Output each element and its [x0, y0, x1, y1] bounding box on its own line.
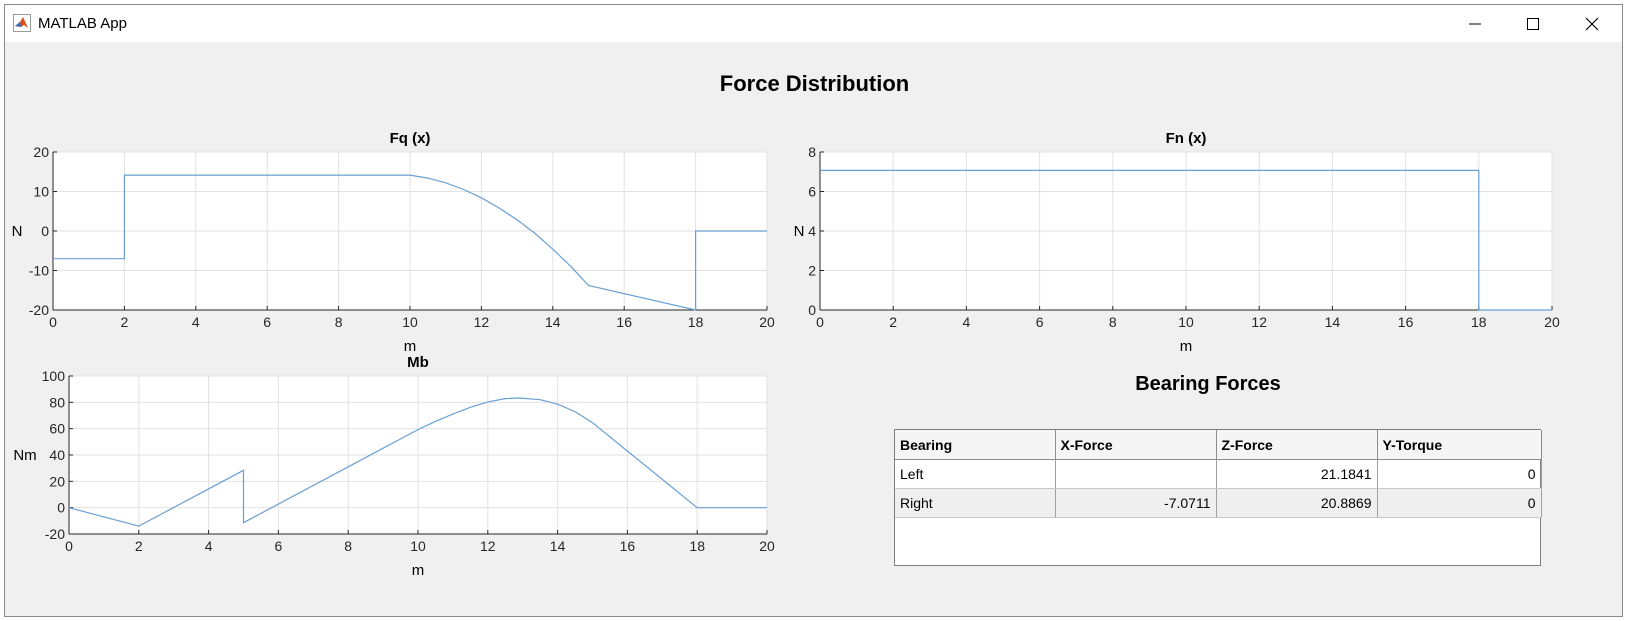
y-tick-label: 8 — [808, 144, 816, 160]
x-axis-label: m — [404, 338, 417, 355]
fq-chart: 0 2 4 6 8 10 12 14 16 18 20 -20 -10 0 10 20 Fq (x) m N — [12, 130, 775, 355]
minimize-button[interactable] — [1450, 5, 1500, 42]
series-line — [53, 174, 767, 311]
y-tick-label: 2 — [808, 263, 816, 279]
series-line — [820, 169, 1552, 311]
x-tick-label: 4 — [963, 314, 971, 330]
close-button[interactable] — [1567, 5, 1617, 42]
app-window: MATLAB App Force Distribution 0 2 4 6 8 10 12 1… — [4, 4, 1623, 617]
y-tick-label: 4 — [808, 223, 816, 239]
x-tick-label: 4 — [192, 314, 200, 330]
maximize-icon — [1527, 17, 1539, 30]
title-bar[interactable]: MATLAB App — [5, 5, 1622, 42]
x-tick-label: 14 — [1325, 314, 1341, 330]
table-cell[interactable]: Left — [895, 459, 1056, 489]
table-cell[interactable]: 0 — [1377, 488, 1542, 518]
x-tick-label: 12 — [474, 314, 490, 330]
table-cell[interactable]: 0 — [1377, 459, 1542, 489]
x-tick-label: 14 — [545, 314, 561, 330]
series-line — [68, 397, 767, 527]
y-axis-label: N — [12, 223, 23, 240]
x-tick-label: 20 — [1544, 314, 1560, 330]
bearing-forces-table[interactable]: Bearing X-Force Z-Force Y-Torque Left 21… — [894, 429, 1542, 566]
y-tick-label: 20 — [49, 473, 65, 489]
y-axis-label: Nm — [13, 447, 36, 464]
table-row[interactable]: Right -7.0711 20.8869 0 — [895, 488, 1542, 518]
x-tick-label: 0 — [65, 538, 73, 554]
y-tick-label: 10 — [33, 184, 49, 200]
x-tick-label: 8 — [335, 314, 343, 330]
y-tick-label: 20 — [33, 144, 49, 160]
x-tick-label: 12 — [1251, 314, 1267, 330]
bearing-forces-title: Bearing Forces — [1135, 373, 1281, 395]
y-tick-label: -10 — [29, 263, 49, 279]
close-icon — [1585, 17, 1599, 30]
y-tick-label: 100 — [42, 368, 66, 384]
y-tick-label: 80 — [49, 394, 65, 410]
x-axis-label: m — [412, 562, 425, 579]
x-tick-label: 18 — [689, 538, 705, 554]
y-tick-label: 0 — [57, 500, 65, 516]
x-tick-label: 8 — [1109, 314, 1117, 330]
x-axis-label: m — [1180, 338, 1193, 355]
table-cell[interactable]: 21.1841 — [1216, 459, 1378, 489]
x-tick-label: 8 — [344, 538, 352, 554]
x-tick-label: 6 — [263, 314, 271, 330]
x-tick-label: 10 — [402, 314, 418, 330]
column-header-y-torque[interactable]: Y-Torque — [1377, 430, 1542, 460]
table-cell[interactable]: Right — [895, 488, 1056, 518]
x-tick-label: 16 — [620, 538, 636, 554]
column-header-bearing[interactable]: Bearing — [895, 430, 1056, 460]
x-tick-label: 10 — [1178, 314, 1194, 330]
table-cell[interactable] — [1055, 459, 1217, 489]
y-axis-label: N — [794, 223, 805, 240]
matlab-logo-icon — [13, 14, 31, 32]
x-tick-label: 10 — [410, 538, 426, 554]
x-tick-label: 2 — [889, 314, 897, 330]
x-tick-label: 14 — [550, 538, 566, 554]
x-tick-label: 0 — [816, 314, 824, 330]
x-tick-label: 18 — [688, 314, 704, 330]
x-tick-label: 4 — [205, 538, 213, 554]
x-tick-label: 18 — [1471, 314, 1487, 330]
y-tick-label: -20 — [45, 526, 65, 542]
x-tick-label: 16 — [1398, 314, 1414, 330]
table-cell[interactable]: 20.8869 — [1216, 488, 1378, 518]
chart-title: Mb — [407, 354, 429, 371]
x-tick-label: 12 — [480, 538, 496, 554]
x-tick-label: 2 — [121, 314, 129, 330]
minimize-icon — [1469, 23, 1481, 24]
x-tick-label: 6 — [1036, 314, 1044, 330]
page-title: Force Distribution — [719, 71, 910, 96]
y-tick-label: 0 — [808, 302, 816, 318]
x-tick-label: 6 — [275, 538, 283, 554]
maximize-button[interactable] — [1508, 5, 1558, 42]
table-cell[interactable]: -7.0711 — [1055, 488, 1217, 518]
chart-title: Fq (x) — [390, 130, 431, 147]
y-tick-label: -20 — [29, 302, 49, 318]
y-tick-label: 6 — [808, 184, 816, 200]
x-tick-label: 0 — [49, 314, 57, 330]
x-tick-label: 2 — [135, 538, 143, 554]
x-tick-label: 16 — [616, 314, 632, 330]
fn-chart: 0 2 4 6 8 10 12 14 16 18 20 0 2 4 6 8 Fn (x) m N — [794, 130, 1560, 355]
y-tick-label: 60 — [49, 421, 65, 437]
y-tick-label: 40 — [49, 447, 65, 463]
column-header-z-force[interactable]: Z-Force — [1216, 430, 1378, 460]
chart-title: Fn (x) — [1166, 130, 1207, 147]
window-title: MATLAB App — [38, 15, 127, 32]
x-tick-label: 20 — [759, 538, 775, 554]
column-header-x-force[interactable]: X-Force — [1055, 430, 1217, 460]
x-tick-label: 20 — [759, 314, 775, 330]
table-row[interactable]: Left 21.1841 0 — [895, 459, 1542, 489]
table-header-row: Bearing X-Force Z-Force Y-Torque — [895, 430, 1542, 460]
y-tick-label: 0 — [41, 223, 49, 239]
